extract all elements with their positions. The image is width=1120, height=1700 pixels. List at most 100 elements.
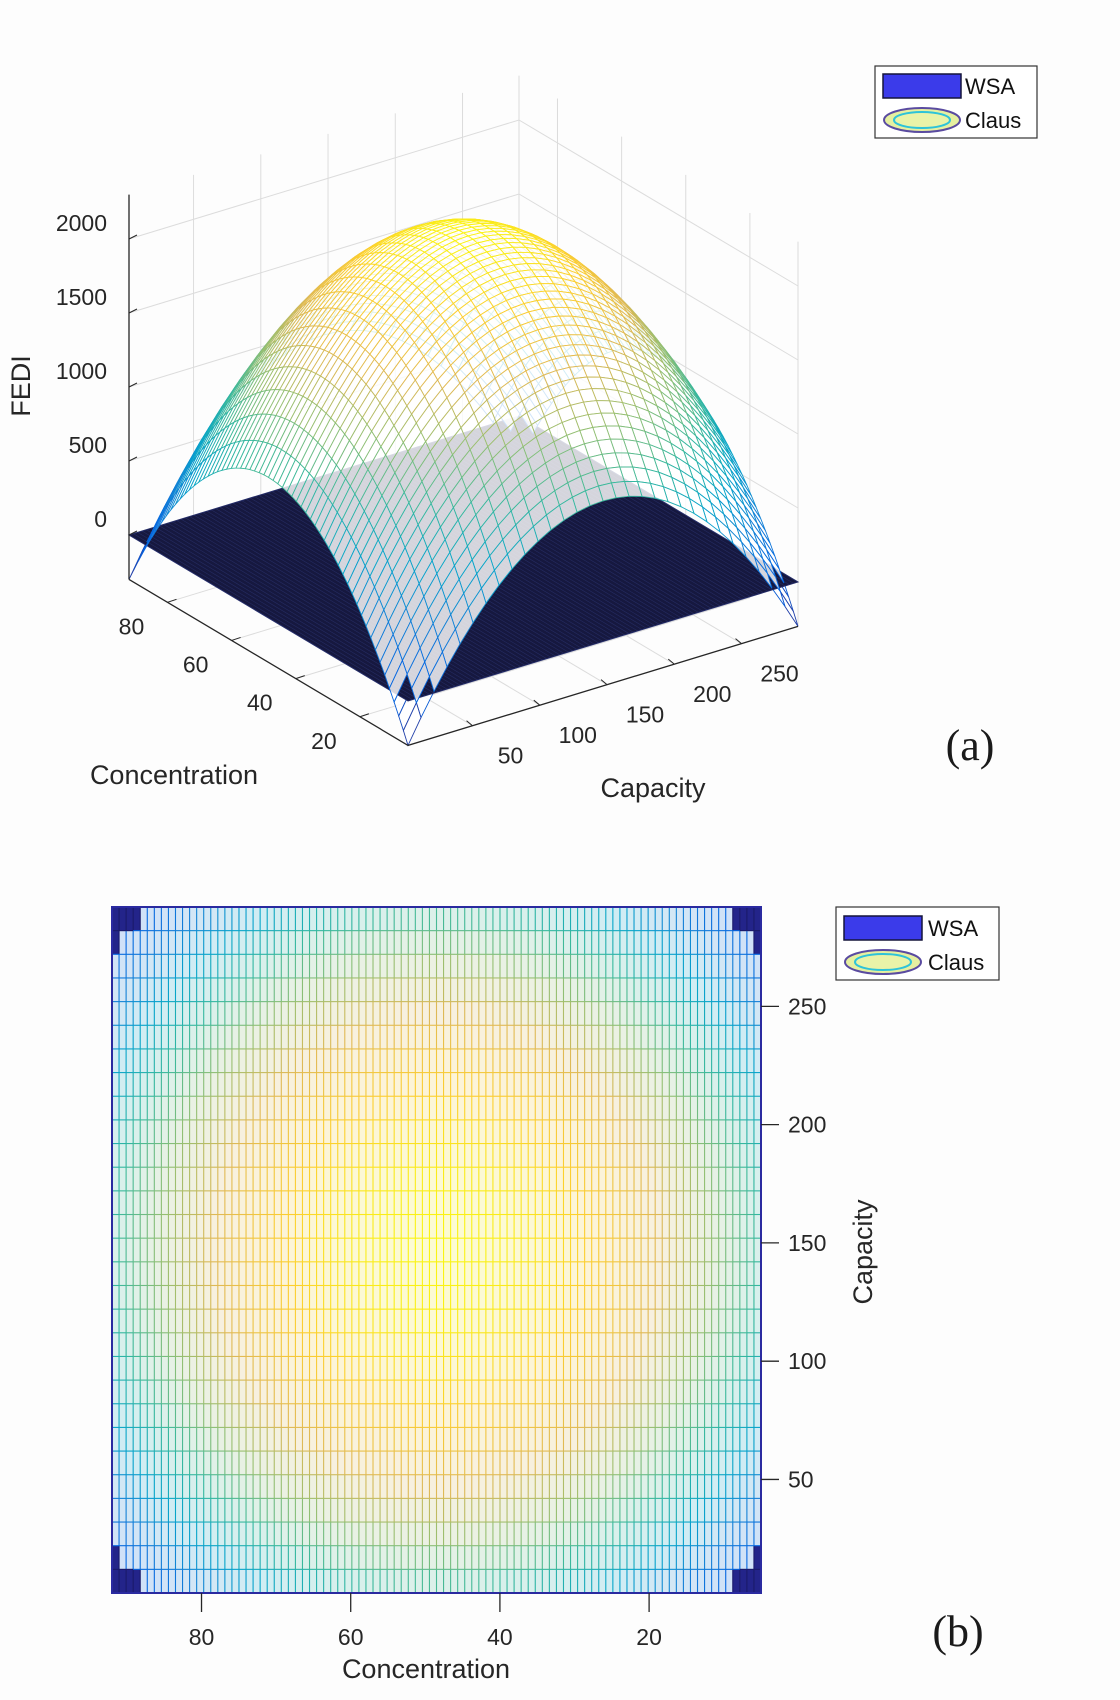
- claus-mesh-cell: [358, 1167, 366, 1191]
- claus-mesh-cell: [542, 1332, 550, 1357]
- claus-mesh-cell: [704, 1380, 712, 1404]
- claus-mesh-cell: [429, 1498, 437, 1523]
- claus-mesh-cell: [669, 907, 677, 931]
- claus-mesh-cell: [380, 1001, 388, 1026]
- claus-mesh-cell: [309, 1545, 317, 1570]
- claus-mesh-cell: [598, 1096, 606, 1120]
- claus-mesh-cell: [584, 1238, 592, 1262]
- claus-mesh-cell: [387, 1167, 395, 1191]
- claus-mesh-cell: [394, 1498, 402, 1523]
- claus-mesh-cell: [210, 1261, 218, 1286]
- claus-mesh-cell: [126, 1451, 134, 1475]
- claus-mesh-cell: [154, 1569, 162, 1593]
- claus-mesh-cell: [238, 1451, 247, 1475]
- claus-mesh-cell: [725, 1143, 733, 1168]
- claus-mesh-cell: [683, 1427, 691, 1452]
- claus-mesh-cell: [584, 1072, 592, 1097]
- claus-mesh-cell: [732, 1001, 740, 1026]
- claus-mesh-cell: [295, 977, 303, 1002]
- claus-mesh-cell: [471, 1048, 479, 1073]
- claus-mesh-cell: [316, 954, 324, 978]
- claus-mesh-cell: [535, 1498, 543, 1523]
- claus-mesh-cell: [598, 1498, 606, 1523]
- claus-mesh-cell: [253, 1285, 261, 1310]
- claus-mesh-cell: [358, 1143, 366, 1168]
- claus-mesh-cell: [231, 1332, 239, 1357]
- claus-mesh-cell: [274, 1238, 282, 1262]
- claus-mesh-cell: [577, 1214, 585, 1239]
- claus-mesh-cell: [175, 1309, 183, 1333]
- claus-mesh-cell: [711, 1380, 719, 1404]
- claus-mesh-cell: [499, 1025, 508, 1049]
- claus-mesh-cell: [203, 1356, 211, 1381]
- claus-mesh-cell: [612, 1214, 620, 1239]
- claus-mesh-cell: [549, 977, 557, 1002]
- claus-mesh-cell: [224, 1238, 232, 1262]
- claus-mesh-cell: [605, 1238, 613, 1262]
- claus-mesh-cell: [302, 907, 310, 931]
- claus-mesh-cell: [394, 1427, 402, 1452]
- claus-mesh-cell: [542, 1072, 550, 1097]
- claus-mesh-cell: [238, 1545, 247, 1570]
- claus-mesh-cell: [528, 977, 536, 1002]
- claus-mesh-cell: [126, 1072, 134, 1097]
- claus-mesh-cell: [189, 930, 197, 955]
- y-tick-label: 150: [626, 702, 664, 728]
- claus-mesh-cell: [507, 1569, 515, 1593]
- claus-mesh-cell: [380, 1380, 388, 1404]
- claus-mesh-cell: [154, 1119, 162, 1144]
- claus-mesh-cell: [274, 1119, 282, 1144]
- claus-mesh-cell: [598, 1072, 606, 1097]
- claus-mesh-cell: [203, 1569, 211, 1593]
- wsa-plane-cell: [112, 930, 120, 955]
- claus-mesh-cell: [147, 1096, 155, 1120]
- wsa-plane-cell: [739, 907, 747, 931]
- claus-mesh-cell: [648, 1332, 656, 1357]
- claus-mesh-cell: [401, 1143, 409, 1168]
- claus-mesh-cell: [119, 1214, 127, 1239]
- claus-mesh-cell: [330, 1498, 338, 1523]
- wsa-plane-line: [137, 532, 417, 699]
- claus-mesh-cell: [140, 1498, 148, 1523]
- claus-mesh-cell: [231, 954, 239, 978]
- claus-mesh-cell: [683, 1167, 691, 1191]
- claus-mesh-cell: [387, 1498, 395, 1523]
- claus-mesh-cell: [570, 1309, 578, 1333]
- claus-mesh-cell: [457, 1498, 465, 1523]
- claus-mesh-cell: [485, 1403, 493, 1428]
- claus-mesh-cell: [641, 1569, 649, 1593]
- claus-mesh-cell: [499, 1451, 508, 1475]
- claus-mesh-cell: [669, 1356, 677, 1381]
- claus-mesh-cell: [358, 1261, 366, 1286]
- claus-mesh-cell: [267, 1545, 275, 1570]
- claus-mesh-cell: [316, 1167, 324, 1191]
- claus-mesh-cell: [147, 1167, 155, 1191]
- claus-mesh-cell: [182, 1427, 190, 1452]
- claus-mesh-cell: [577, 954, 585, 978]
- claus-mesh-cell: [450, 954, 458, 978]
- claus-mesh-cell: [746, 1309, 754, 1333]
- claus-mesh-cell: [429, 1096, 437, 1120]
- claus-mesh-cell: [619, 1190, 627, 1215]
- claus-mesh-cell: [260, 1025, 268, 1049]
- claus-mesh-cell: [471, 1143, 479, 1168]
- claus-mesh-cell: [704, 1096, 712, 1120]
- claus-mesh-cell: [401, 1119, 409, 1144]
- claus-mesh-cell: [626, 1474, 635, 1499]
- claus-mesh-cell: [690, 1143, 698, 1168]
- claus-mesh-cell: [337, 1167, 345, 1191]
- claus-mesh-cell: [267, 1427, 275, 1452]
- claus-mesh-cell: [246, 1498, 254, 1523]
- claus-mesh-cell: [450, 1545, 458, 1570]
- claus-mesh-cell: [626, 1380, 635, 1404]
- claus-mesh-cell: [485, 1498, 493, 1523]
- claus-mesh-cell: [401, 1498, 409, 1523]
- claus-mesh-cell: [464, 1096, 472, 1120]
- claus-mesh-cell: [478, 1143, 486, 1168]
- claus-mesh-cell: [224, 1309, 232, 1333]
- claus-mesh-cell: [422, 1214, 430, 1239]
- claus-mesh-cell: [189, 1261, 197, 1286]
- claus-mesh-cell: [704, 1569, 712, 1593]
- claus-mesh-cell: [387, 1238, 395, 1262]
- claus-mesh-cell: [387, 1190, 395, 1215]
